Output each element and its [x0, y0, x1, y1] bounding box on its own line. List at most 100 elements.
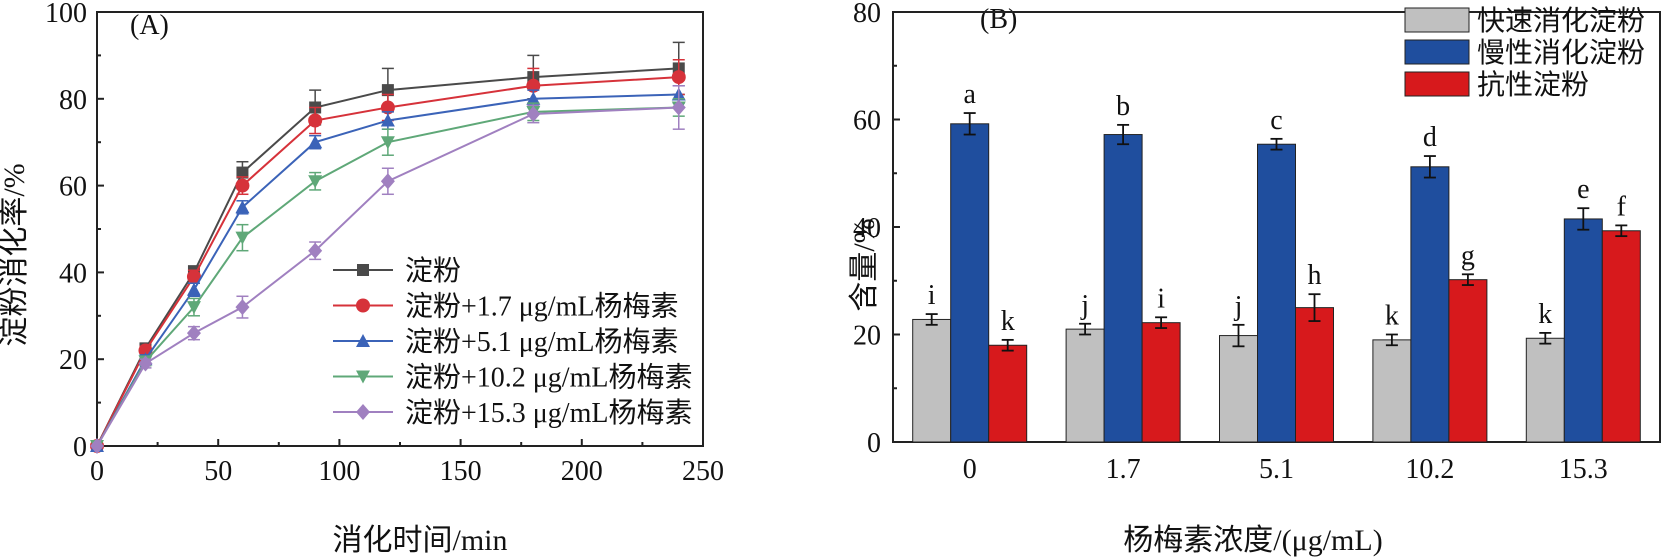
circle-marker	[235, 178, 250, 193]
diamond-marker	[90, 438, 104, 454]
legend-label: 快速消化淀粉	[1477, 5, 1645, 37]
x-tick-label-a: 0	[90, 456, 104, 487]
significance-letter: a	[963, 79, 976, 110]
series-5	[90, 85, 686, 454]
significance-letter: k	[1001, 306, 1015, 337]
y-tick-label-b: 0	[867, 428, 881, 459]
x-tick-label-a: 250	[682, 456, 724, 487]
legend-item-b: 慢性消化淀粉	[1404, 37, 1645, 69]
x-tick-label-a: 50	[204, 456, 232, 487]
diamond-marker	[308, 242, 323, 259]
x-tick-label-b: 5.1	[1259, 454, 1294, 485]
line-chart-panel: (A) 0 50 100 150 200 250 0 20 40 60 80 100 淀粉淀粉+1.7…	[0, 0, 724, 557]
significance-letter: i	[1157, 283, 1165, 314]
significance-letter: j	[1234, 291, 1243, 322]
bar	[912, 318, 952, 443]
legend-label: 淀粉	[405, 255, 461, 287]
significance-letter: h	[1308, 260, 1322, 291]
triangle-up-marker	[235, 200, 250, 214]
legend-item-a: 淀粉+10.2 μg/mL杨梅素	[333, 362, 692, 394]
y-tick-label-b: 80	[853, 0, 881, 29]
triangle-up-marker	[356, 334, 370, 347]
triangle-down-marker	[356, 370, 370, 384]
diamond-marker	[380, 173, 395, 190]
bar	[1448, 279, 1488, 443]
square-marker	[357, 264, 369, 276]
y-tick-label-a: 80	[59, 85, 87, 116]
line-chart-axes: 0 50 100 150 200 250 0 20 40 60 80 100	[45, 0, 724, 487]
diamond-marker	[526, 105, 541, 122]
x-tick-label-a: 150	[440, 456, 482, 487]
bar	[1525, 337, 1565, 443]
legend-swatch	[1404, 39, 1470, 65]
circle-marker	[671, 70, 686, 85]
line-chart-series	[90, 41, 686, 454]
diamond-marker	[138, 355, 153, 372]
significance-letter: c	[1270, 105, 1282, 136]
triangle-down-marker	[235, 231, 250, 245]
panel-label-b: (B)	[980, 4, 1017, 35]
x-tick-label-a: 200	[561, 456, 603, 487]
bar	[950, 123, 990, 443]
legend-label: 慢性消化淀粉	[1477, 37, 1645, 69]
y-axis-title-b: 含量/%	[848, 218, 881, 311]
y-tick-label-a: 0	[73, 432, 87, 463]
triangle-up-marker	[526, 91, 541, 105]
bar	[1563, 218, 1603, 443]
legend-item-a: 淀粉+5.1 μg/mL杨梅素	[333, 326, 678, 358]
y-axis-title-a: 淀粉消化率/%	[0, 163, 31, 346]
bar	[1219, 335, 1258, 443]
y-tick-label-a: 60	[59, 172, 87, 203]
y-tick-label-b: 40	[853, 213, 881, 244]
y-tick-label-a: 100	[45, 0, 87, 29]
legend-label: 淀粉+5.1 μg/mL杨梅素	[405, 326, 678, 358]
y-tick-label-a: 40	[59, 258, 87, 289]
legend-item-a: 淀粉+1.7 μg/mL杨梅素	[333, 291, 678, 323]
bar	[1065, 328, 1105, 443]
significance-letter: f	[1617, 191, 1627, 222]
series-line	[96, 106, 679, 447]
bar	[1141, 322, 1181, 443]
legend-item-a: 淀粉	[333, 255, 461, 287]
y-tick-label-b: 20	[853, 321, 881, 352]
bar	[1372, 339, 1412, 443]
legend-swatch	[1404, 71, 1470, 97]
diamond-marker	[671, 99, 686, 116]
circle-marker	[526, 78, 541, 93]
bar-chart-panel: (B) 0 20 40 60 80 0 1.7 5.1 10.2 15.3 i a k j b i j c h k d…	[848, 0, 1661, 557]
diamond-marker	[356, 404, 370, 420]
triangle-up-marker	[380, 113, 395, 127]
bar	[1295, 307, 1334, 443]
significance-letter: k	[1538, 299, 1552, 330]
significance-letter: g	[1461, 240, 1475, 271]
y-tick-label-a: 20	[59, 345, 87, 376]
bar	[1601, 230, 1641, 443]
series-line	[96, 106, 679, 447]
significance-letter: e	[1577, 174, 1589, 205]
significance-letter: d	[1423, 122, 1437, 153]
x-tick-label-a: 100	[318, 456, 360, 487]
x-axis-title-a: 消化时间/min	[332, 524, 507, 557]
legend-item-a: 淀粉+15.3 μg/mL杨梅素	[333, 397, 692, 429]
x-tick-label-b: 15.3	[1559, 454, 1608, 485]
y-tick-label-b: 60	[853, 106, 881, 137]
panel-label-a: (A)	[130, 10, 169, 41]
legend-item-b: 快速消化淀粉	[1404, 5, 1645, 37]
triangle-up-marker	[186, 282, 201, 296]
square-marker	[381, 84, 394, 97]
legend-label: 淀粉+10.2 μg/mL杨梅素	[405, 362, 692, 394]
legend-swatch	[1404, 7, 1470, 33]
significance-letter: j	[1080, 290, 1089, 321]
x-tick-label-b: 10.2	[1405, 454, 1454, 485]
triangle-up-marker	[308, 135, 323, 149]
circle-marker	[186, 269, 201, 284]
circle-marker	[380, 100, 395, 115]
significance-letter: i	[928, 280, 936, 311]
bar	[1257, 143, 1296, 443]
x-tick-label-b: 0	[963, 454, 977, 485]
legend-label: 抗性淀粉	[1477, 69, 1589, 101]
legend-item-b: 抗性淀粉	[1404, 69, 1589, 101]
